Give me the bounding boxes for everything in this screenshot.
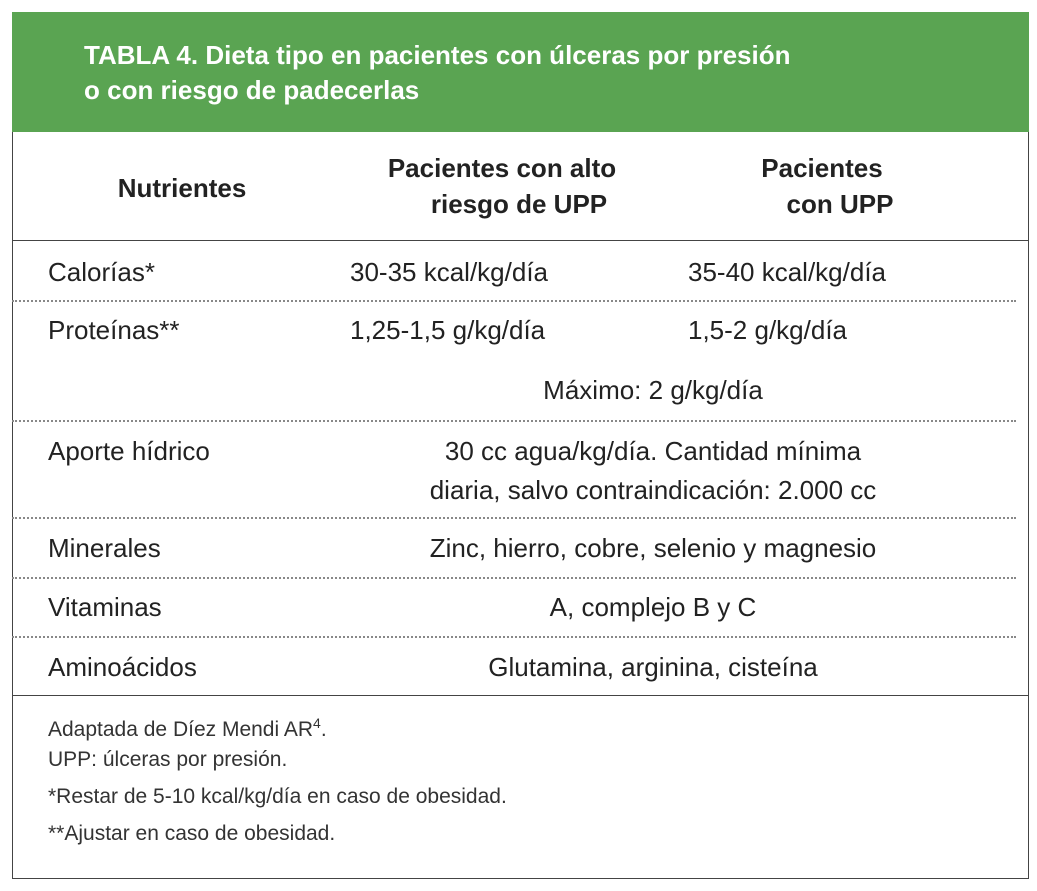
- title-band: [12, 12, 1029, 132]
- column-header: riesgo de UPP: [430, 189, 608, 219]
- nutrient: Minerales: [48, 533, 161, 563]
- footnote: UPP: úlceras por presión.: [48, 748, 287, 772]
- title-line: o con riesgo de padecerlas: [84, 75, 420, 105]
- cell: 30-35 kcal/kg/día: [350, 257, 549, 287]
- cell-span: diaria, salvo contraindicación: 2.000 cc: [429, 475, 877, 505]
- cell-span: A, complejo B y C: [549, 592, 757, 622]
- row-rule: [12, 517, 1016, 519]
- footnote-text: **Ajustar en caso de obesidad.: [48, 822, 336, 845]
- column-header: con UPP: [786, 189, 894, 219]
- cell: 1,5-2 g/kg/día: [688, 315, 847, 345]
- cell: 1,25-1,5 g/kg/día: [350, 315, 546, 345]
- cell-span: 30 cc agua/kg/día. Cantidad mínima: [444, 436, 862, 466]
- footnote-end: .: [320, 718, 327, 741]
- footnote: **Ajustar en caso de obesidad.: [48, 822, 335, 846]
- nutrient: Calorías*: [48, 257, 155, 287]
- row-rule: [12, 636, 1016, 638]
- nutrient: Aporte hídrico: [48, 436, 210, 466]
- footnote-text: UPP: úlceras por presión.: [48, 748, 288, 771]
- footnote: Adaptada de Díez Mendi AR4.: [48, 711, 327, 742]
- column-header: Pacientes con alto: [387, 153, 617, 183]
- row-rule: [12, 695, 1028, 696]
- header-rule: [12, 240, 1028, 241]
- row-rule: [12, 420, 1016, 422]
- title-line: TABLA 4. Dieta tipo en pacientes con úlc…: [84, 40, 791, 70]
- nutrient: Vitaminas: [48, 592, 162, 622]
- row-rule: [12, 300, 1016, 302]
- footnote-text: Adaptada de Díez Mendi AR: [48, 718, 314, 741]
- cell-span: Zinc, hierro, cobre, selenio y magnesio: [429, 533, 877, 563]
- cell-span: Glutamina, arginina, cisteína: [488, 652, 818, 682]
- footnote: *Restar de 5-10 kcal/kg/día en caso de o…: [48, 785, 507, 809]
- column-header: Nutrientes: [117, 173, 247, 203]
- cell: 35-40 kcal/kg/día: [688, 257, 887, 287]
- column-header: Pacientes: [761, 153, 883, 183]
- footnote-ref: 4: [313, 715, 321, 731]
- row-rule: [12, 577, 1016, 579]
- footnote-text: *Restar de 5-10 kcal/kg/día en caso de o…: [48, 785, 507, 808]
- nutrient: Proteínas**: [48, 315, 180, 345]
- cell-span: Máximo: 2 g/kg/día: [543, 375, 763, 405]
- nutrient: Aminoácidos: [48, 652, 197, 682]
